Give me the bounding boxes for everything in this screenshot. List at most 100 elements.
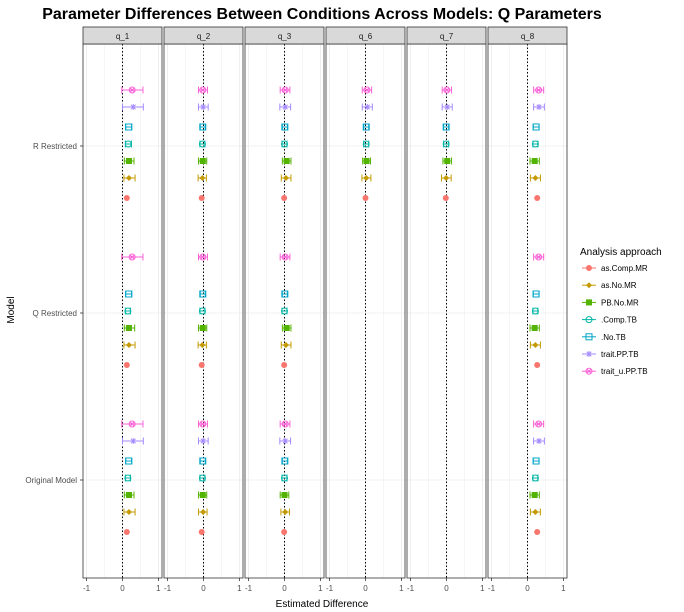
legend-item: as.Comp.MR xyxy=(582,264,648,273)
marker-cross xyxy=(586,368,592,374)
point-marker xyxy=(125,325,132,331)
data-point xyxy=(362,123,370,131)
point-marker xyxy=(364,104,371,110)
point-marker xyxy=(363,86,371,94)
data-point xyxy=(123,491,135,499)
star-stroke xyxy=(536,438,542,444)
data-point xyxy=(441,103,453,111)
point-marker xyxy=(283,325,290,331)
point-marker xyxy=(281,362,288,368)
marker-cross xyxy=(129,87,135,93)
point-marker xyxy=(531,474,539,482)
point-marker xyxy=(535,253,543,261)
data-point xyxy=(125,123,133,131)
point-marker xyxy=(532,457,540,465)
point-marker xyxy=(281,140,288,148)
point-marker xyxy=(128,253,136,261)
point-marker xyxy=(198,474,206,482)
point-marker xyxy=(585,367,593,375)
data-point xyxy=(123,157,135,165)
point-marker xyxy=(199,342,206,348)
data-point xyxy=(197,157,208,165)
point-marker xyxy=(281,529,288,535)
data-point xyxy=(281,140,288,148)
data-point xyxy=(361,86,373,94)
point-marker xyxy=(281,420,289,428)
data-point xyxy=(441,86,453,94)
data-point xyxy=(198,195,205,201)
data-point xyxy=(362,195,369,201)
point-marker xyxy=(363,175,370,181)
marker-ring xyxy=(535,420,543,428)
star-stroke xyxy=(282,104,288,110)
x-tick-label: -1 xyxy=(245,584,253,593)
facet-panel-q7: q_7 -1 0 1 xyxy=(406,26,487,593)
legend-item: as.No.MR xyxy=(582,281,637,290)
point-marker xyxy=(443,175,450,181)
data-point xyxy=(281,307,288,315)
data-point xyxy=(123,341,136,349)
marker-ring xyxy=(199,420,207,428)
facet-strip xyxy=(82,26,163,45)
marker-ring xyxy=(128,253,136,261)
star-stroke xyxy=(130,104,136,110)
data-point xyxy=(199,290,207,298)
legend-item: .No.TB xyxy=(582,333,626,342)
data-point xyxy=(279,103,292,111)
point-marker xyxy=(532,509,539,515)
point-marker xyxy=(128,420,136,428)
marker-cross xyxy=(282,254,288,260)
point-marker xyxy=(443,86,451,94)
point-marker xyxy=(198,195,205,201)
y-tick-label: Original Model xyxy=(25,476,77,485)
data-point xyxy=(197,437,209,445)
data-point xyxy=(197,253,208,261)
point-marker xyxy=(282,342,289,348)
data-point xyxy=(531,140,539,148)
data-point xyxy=(442,140,450,148)
point-marker xyxy=(123,195,130,201)
point-marker xyxy=(362,195,369,201)
point-marker xyxy=(199,457,207,465)
data-point xyxy=(197,341,207,349)
legend-label: trait_u.PP.TB xyxy=(601,367,648,376)
point-marker xyxy=(125,342,132,348)
data-point xyxy=(529,324,540,332)
data-point xyxy=(279,491,290,499)
data-point xyxy=(281,123,289,131)
x-tick-label: -1 xyxy=(164,584,172,593)
point-marker xyxy=(199,158,206,164)
data-point xyxy=(533,253,545,261)
data-point xyxy=(123,362,130,368)
data-point xyxy=(361,103,373,111)
x-tick-label: 1 xyxy=(480,584,485,593)
legend-item: trait.PP.TB xyxy=(582,350,639,359)
point-marker xyxy=(585,333,593,341)
point-marker xyxy=(199,86,207,94)
point-marker xyxy=(444,158,451,164)
x-tick-label: 1 xyxy=(399,584,404,593)
x-tick-label: -1 xyxy=(83,584,91,593)
data-point xyxy=(281,290,289,298)
data-point xyxy=(121,253,144,261)
star-stroke xyxy=(586,351,592,357)
data-point xyxy=(531,474,539,482)
data-point xyxy=(534,362,541,368)
facet-strip xyxy=(406,26,487,45)
marker-cross xyxy=(129,421,135,427)
point-marker xyxy=(199,492,206,498)
y-tick-label: R Restricted xyxy=(33,142,77,151)
point-marker xyxy=(200,438,207,444)
legend-item: .Comp.TB xyxy=(582,316,637,325)
legend-item: trait_u.PP.TB xyxy=(582,367,648,376)
star-stroke xyxy=(444,104,450,110)
x-tick-label: 0 xyxy=(525,584,530,593)
data-point xyxy=(440,174,452,182)
marker-ring xyxy=(128,86,136,94)
data-point xyxy=(529,508,541,516)
data-point xyxy=(532,123,540,131)
marker-cross xyxy=(200,421,206,427)
data-point xyxy=(533,437,545,445)
point-marker xyxy=(532,175,539,181)
